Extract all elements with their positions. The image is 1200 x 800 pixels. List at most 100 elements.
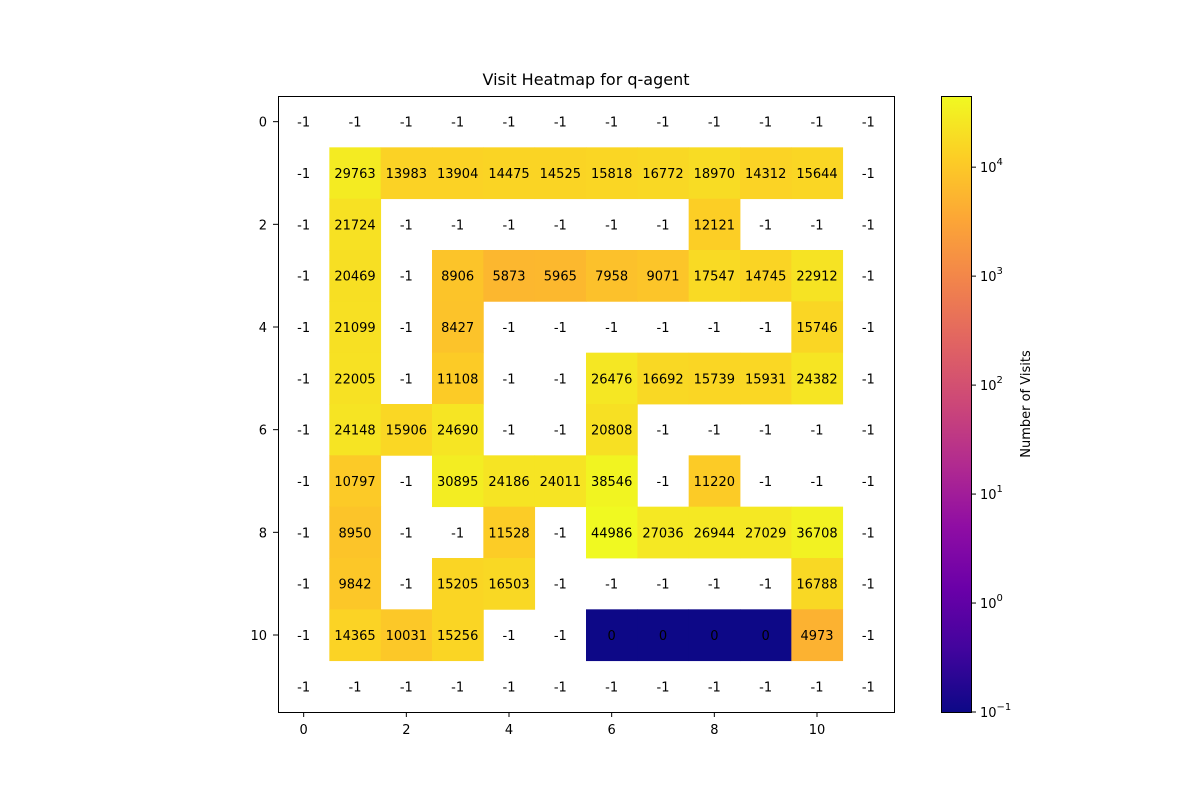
heatmap-cells	[329, 147, 844, 662]
heatmap-cell	[688, 352, 741, 405]
heatmap-cell	[688, 506, 741, 559]
heatmap-cell	[688, 609, 741, 662]
cell-value-label: 24186	[488, 475, 529, 490]
heatmap-cell-labels: -1 -1 -1 -1 -1 -1 -1 -1 -1 -1 -1 -1 -1 29763 13983 1390…	[297, 116, 875, 696]
cell-value-label: -1	[400, 680, 413, 695]
heatmap-cell	[432, 455, 484, 508]
cell-value-label: -1	[708, 578, 721, 593]
cell-value-label: -1	[297, 629, 310, 644]
heatmap-cell	[329, 147, 382, 200]
cell-value-label: 21099	[334, 321, 375, 336]
cell-value-label: -1	[605, 578, 618, 593]
cell-value-label: -1	[503, 218, 516, 233]
cell-value-label: -1	[297, 116, 310, 131]
cell-value-label: 15818	[591, 167, 632, 182]
cell-value-label: -1	[451, 680, 464, 695]
y-tick-label: 10	[250, 629, 267, 644]
cell-value-label: 26476	[591, 372, 632, 387]
heatmap-cell	[483, 250, 536, 302]
cell-value-label: -1	[297, 218, 310, 233]
cell-value-label: -1	[400, 116, 413, 131]
heatmap-cell	[791, 609, 844, 662]
cell-value-label: 11108	[437, 372, 478, 387]
heatmap-cell	[637, 352, 690, 405]
cell-value-label: 21724	[334, 218, 375, 233]
cell-value-label: -1	[657, 116, 670, 131]
cell-value-label: -1	[862, 321, 875, 336]
heatmap-cell	[586, 506, 638, 559]
colorbar-tick-label: 101	[980, 484, 1003, 503]
cell-value-label: -1	[811, 475, 824, 490]
cell-value-label: -1	[400, 321, 413, 336]
cell-value-label: -1	[862, 270, 875, 285]
cell-value-label: -1	[297, 578, 310, 593]
cell-value-label: -1	[759, 218, 772, 233]
cell-value-label: -1	[297, 321, 310, 336]
x-tick-label: 8	[710, 723, 718, 738]
cell-value-label: -1	[554, 116, 567, 131]
cell-value-label: -1	[657, 680, 670, 695]
cell-value-label: 16692	[642, 372, 683, 387]
cell-value-label: -1	[554, 372, 567, 387]
heatmap-cell	[791, 301, 844, 354]
heatmap-cell	[380, 609, 433, 662]
heatmap-cell	[329, 250, 382, 302]
heatmap-cell	[483, 506, 536, 559]
heatmap-cell	[740, 506, 792, 559]
cell-value-label: 8906	[441, 270, 474, 285]
cell-value-label: 14475	[488, 167, 529, 182]
cell-value-label: -1	[605, 321, 618, 336]
cell-value-label: 8427	[441, 321, 474, 336]
cell-value-label: -1	[657, 475, 670, 490]
heatmap-cell	[329, 352, 382, 405]
cell-value-label: -1	[657, 424, 670, 439]
cell-value-label: 0	[659, 629, 667, 644]
cell-value-label: -1	[862, 578, 875, 593]
cell-value-label: 36708	[796, 526, 837, 541]
cell-value-label: -1	[759, 321, 772, 336]
heatmap-cell	[791, 352, 844, 405]
heatmap-cell	[483, 558, 536, 610]
cell-value-label: -1	[862, 629, 875, 644]
cell-value-label: 0	[608, 629, 616, 644]
cell-value-label: 7958	[595, 270, 628, 285]
heatmap-cell	[534, 455, 587, 508]
cell-value-label: -1	[297, 526, 310, 541]
cell-value-label: 15746	[796, 321, 837, 336]
x-tick-label: 2	[402, 723, 410, 738]
y-tick-label: 2	[259, 218, 267, 233]
cell-value-label: 14312	[745, 167, 786, 182]
cell-value-label: -1	[554, 321, 567, 336]
cell-value-label: 18970	[694, 167, 735, 182]
colorbar-label: Number of Visits	[1019, 350, 1034, 458]
cell-value-label: -1	[759, 680, 772, 695]
cell-value-label: -1	[811, 116, 824, 131]
cell-value-label: 16788	[796, 578, 837, 593]
heatmap-cell	[534, 147, 587, 200]
heatmap-cell	[329, 506, 382, 559]
x-tick-label: 0	[300, 723, 308, 738]
cell-value-label: -1	[503, 680, 516, 695]
heatmap-cell	[329, 455, 382, 508]
colorbar-tick-label: 100	[980, 593, 1003, 612]
heatmap-cell	[586, 250, 638, 302]
cell-value-label: -1	[759, 424, 772, 439]
colorbar-tick-label: 103	[980, 266, 1003, 285]
cell-value-label: -1	[862, 424, 875, 439]
x-tick-label: 4	[505, 723, 513, 738]
cell-value-label: 24148	[334, 424, 375, 439]
heatmap-cell	[432, 558, 484, 610]
cell-value-label: 14745	[745, 270, 786, 285]
cell-value-label: -1	[400, 578, 413, 593]
heatmap-cell	[432, 352, 484, 405]
cell-value-label: -1	[400, 475, 413, 490]
cell-value-label: 15644	[796, 167, 837, 182]
cell-value-label: 44986	[591, 526, 632, 541]
cell-value-label: -1	[657, 578, 670, 593]
cell-value-label: -1	[708, 116, 721, 131]
cell-value-label: -1	[759, 475, 772, 490]
cell-value-label: -1	[605, 116, 618, 131]
cell-value-label: 29763	[334, 167, 375, 182]
cell-value-label: 11220	[694, 475, 735, 490]
cell-value-label: -1	[605, 218, 618, 233]
